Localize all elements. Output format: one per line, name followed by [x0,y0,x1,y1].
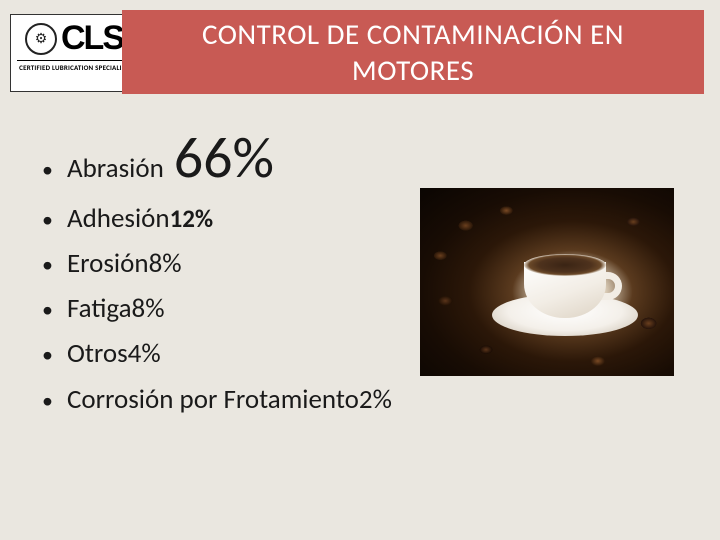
bullet-item: Otros 4% [42,334,392,373]
bullet-list: Abrasión 66% Adhesión 12%Erosión 8%Fatig… [42,122,392,425]
bullet-pct: 12% [170,201,214,237]
bullet-label: Otros [67,334,128,373]
coffee-photo [420,188,674,376]
bullet-item: Erosión 8% [42,244,392,283]
coffee-cup-icon [510,258,620,336]
bullet-pct: 8% [149,244,182,283]
bullet-label: Adhesión [67,199,170,238]
bullet-item: Adhesión 12% [42,199,392,238]
logo-main-text: CLS [61,19,123,58]
page-title: CONTROL DE CONTAMINACIÓN EN MOTORES [142,16,684,89]
title-bar: CONTROL DE CONTAMINACIÓN EN MOTORES [122,10,704,94]
logo-emblem-icon: ⚙ [25,23,57,55]
bullet-abrasion-pct: 66% [174,122,274,193]
cls-logo: ⚙ CLS CERTIFIED LUBRICATION SPECIALIST [10,14,138,92]
logo-top: ⚙ CLS [25,19,123,58]
bullet-label: Fatiga [67,289,132,328]
bullet-pct: 2% [359,380,392,419]
bullet-pct: 4% [128,334,161,373]
bullet-item: Corrosión por Frotamiento 2% [42,380,392,419]
bullet-abrasion: Abrasión 66% [42,122,392,193]
bullet-abrasion-label: Abrasión [67,152,164,185]
logo-subtitle: CERTIFIED LUBRICATION SPECIALIST [17,60,131,72]
bullet-label: Corrosión por Frotamiento [67,380,359,419]
bullet-item: Fatiga 8% [42,289,392,328]
bullet-pct: 8% [132,289,165,328]
bullet-label: Erosión [67,244,149,283]
